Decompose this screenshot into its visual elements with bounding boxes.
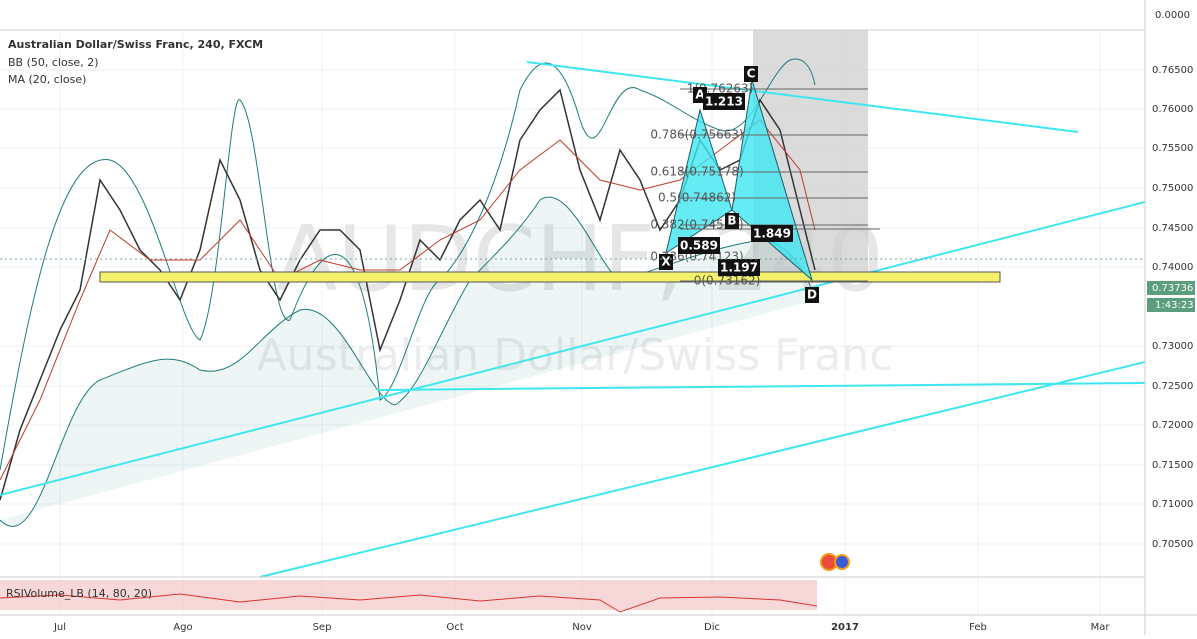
fib-label: 0.5(0.74862) — [658, 191, 736, 205]
ratio-label: 1.213 — [705, 95, 743, 109]
price-label: 0.71500 — [1152, 460, 1193, 471]
price-label: 0.74500 — [1152, 223, 1193, 234]
grid — [0, 30, 1145, 615]
time-label: Ago — [173, 622, 192, 633]
time-label: Nov — [572, 622, 592, 633]
ratio-label: 0.589 — [680, 239, 718, 253]
price-label: 0.75000 — [1152, 183, 1193, 194]
price-axis: 0.0000 0.76500 0.76000 0.75500 0.75000 0… — [1152, 10, 1193, 550]
price-label: 0.76000 — [1152, 104, 1193, 115]
time-axis: Jul Ago Sep Oct Nov Dic 2017 Feb Mar — [53, 622, 1110, 633]
point-label: B — [727, 214, 736, 228]
symbol-title: Australian Dollar/Swiss Franc, 240, FXCM — [8, 38, 263, 51]
fib-label: 0.382(0.74532) — [650, 218, 743, 232]
price-label: 0.73000 — [1152, 341, 1193, 352]
price-label: 0.0000 — [1155, 10, 1190, 21]
point-label: X — [661, 255, 671, 269]
price-label: 0.76500 — [1152, 65, 1193, 76]
price-label: 0.74000 — [1152, 262, 1193, 273]
countdown-badge — [1147, 298, 1195, 312]
rsi-line — [0, 593, 818, 613]
indicator: MA (20, close) — [8, 73, 86, 86]
pattern-xab — [665, 108, 733, 255]
time-label: Dic — [704, 622, 720, 633]
countdown: 1:43:23 — [1155, 300, 1194, 311]
fib-label: 0.786(0.75663) — [650, 128, 743, 142]
rsi-band — [0, 580, 817, 610]
price-label: 0.71000 — [1152, 499, 1193, 510]
last-price-badge — [1147, 281, 1195, 295]
last-price: 0.73736 — [1152, 283, 1193, 294]
time-label: Feb — [969, 622, 987, 633]
time-label: Sep — [313, 622, 332, 633]
indicator: BB (50, close, 2) — [8, 56, 99, 69]
fib-label: 0.618(0.75178) — [650, 165, 743, 179]
price-label: 0.72500 — [1152, 381, 1193, 392]
watermark-name: Australian Dollar/Swiss Franc — [257, 330, 894, 381]
trend-lines — [0, 61, 1146, 578]
point-label: D — [807, 288, 817, 302]
time-label: Jul — [53, 622, 66, 633]
support-zone — [99, 271, 1001, 283]
fib-label: 0(0.73162) — [694, 274, 761, 288]
price-label: 0.70500 — [1152, 539, 1193, 550]
price-label: 0.72000 — [1152, 420, 1193, 431]
rsi-label: RSIVolume_LB (14, 80, 20) — [6, 587, 152, 600]
ratio-label: 1.849 — [753, 227, 791, 241]
pattern-points: X A B C D 0.589 1.213 1.849 1.197 — [659, 66, 819, 303]
point-label: A — [695, 88, 705, 102]
point-label: C — [747, 67, 756, 81]
time-label: Oct — [446, 622, 463, 633]
time-label: Mar — [1091, 622, 1111, 633]
ratio-label: 1.197 — [720, 261, 758, 275]
time-label: 2017 — [831, 622, 859, 633]
event-icon[interactable] — [834, 554, 850, 570]
price-label: 0.75500 — [1152, 143, 1193, 154]
